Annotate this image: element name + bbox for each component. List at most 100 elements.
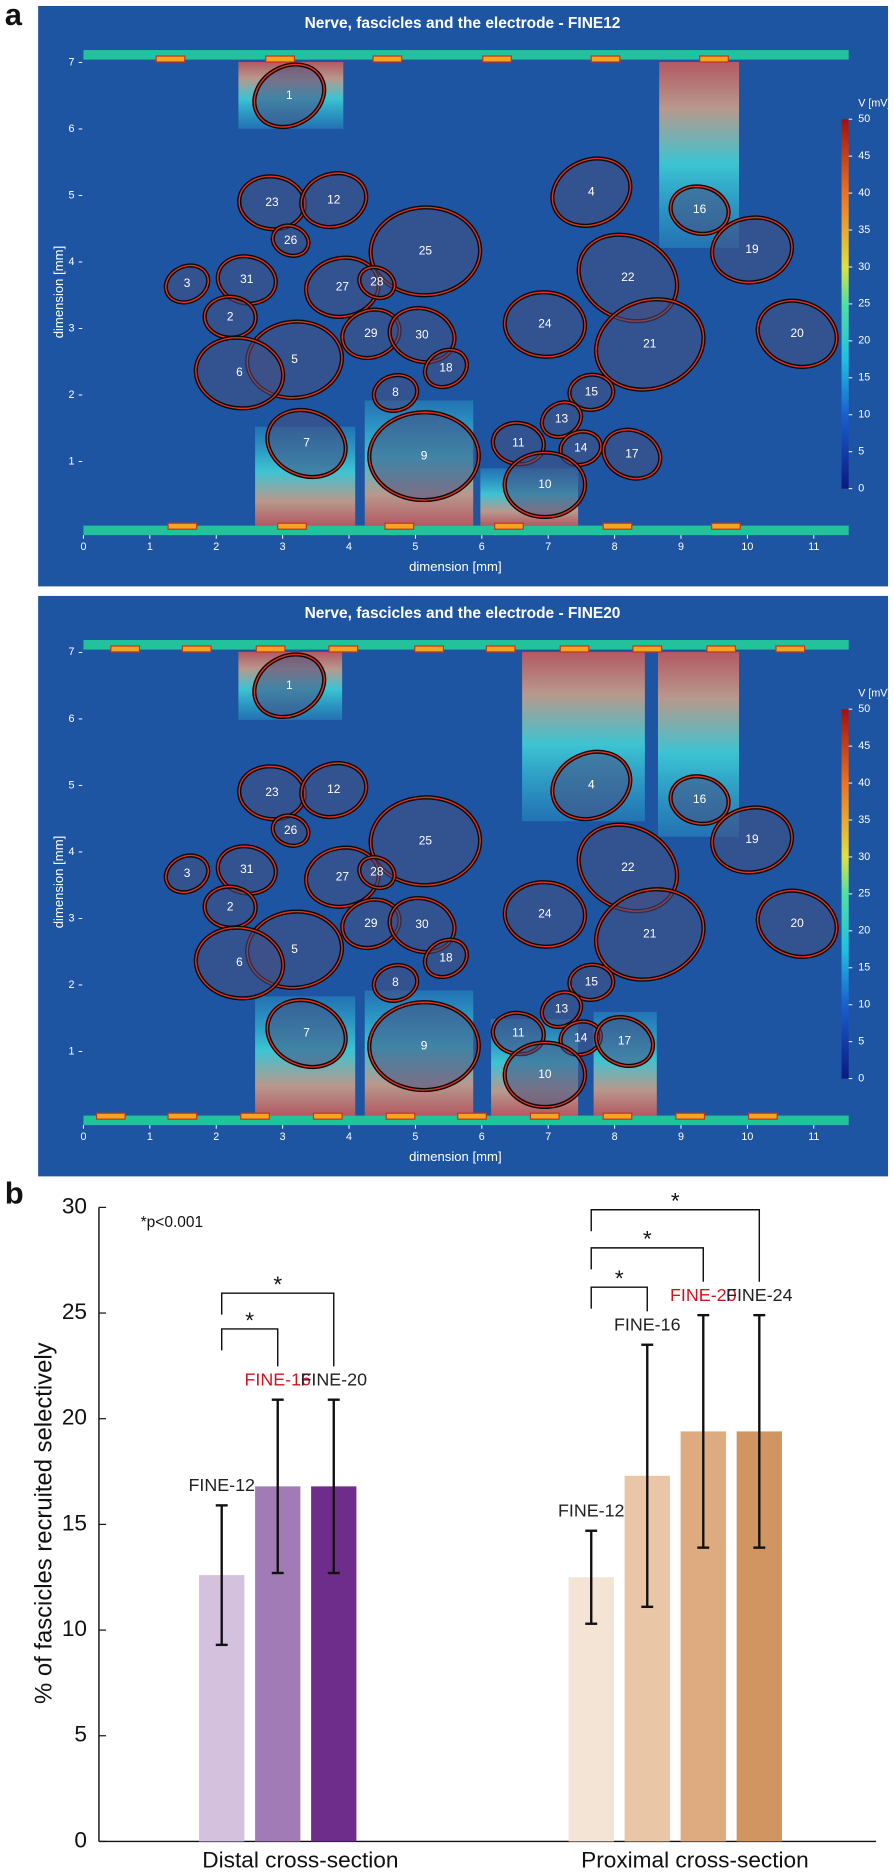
y-tick-label: 5: [69, 189, 75, 201]
colorbar-tick-label: 0: [858, 482, 864, 494]
x-tick-label: 9: [678, 1131, 684, 1143]
fascicle-label: 27: [336, 279, 350, 293]
colorbar-tick-label: 35: [858, 224, 870, 236]
fascicle-label: 28: [370, 865, 384, 879]
y-tick-label: 1: [69, 455, 75, 467]
y-tick-label: 6: [69, 123, 75, 135]
contact: [95, 1112, 126, 1120]
fascicle-outline: [424, 938, 468, 978]
fascicle-outline: [266, 999, 347, 1068]
y-tick-label: 3: [69, 912, 75, 924]
colorbar-tick-label: 30: [858, 261, 870, 273]
x-tick-label: 3: [280, 1131, 286, 1143]
x-tick-label: 7: [545, 1131, 551, 1143]
fascicle-outline: [369, 206, 481, 296]
fascicle-outline: [373, 964, 418, 1002]
fascicle-label: 10: [538, 1067, 552, 1081]
fascicle-label: 12: [327, 782, 341, 796]
chart-title: Nerve, fascicles and the electrode - FIN…: [305, 15, 621, 32]
y-axis-label: dimension [mm]: [51, 246, 66, 339]
fascicle-outline: [272, 814, 310, 847]
colorbar: [841, 709, 849, 1079]
x-tick-label: 3: [280, 541, 286, 553]
fascicle-outline: [503, 451, 586, 518]
y-tick-label: 10: [62, 1616, 87, 1641]
electrode-strip: [83, 50, 849, 60]
fascicle-outline: [568, 374, 614, 411]
contact: [414, 645, 445, 653]
y-tick-label: 3: [69, 322, 75, 334]
fascicle-outline: [253, 63, 325, 128]
fascicle-label: 6: [236, 365, 243, 379]
contact: [181, 645, 212, 653]
fascicle-label: 5: [291, 942, 298, 956]
fascicle-label: 27: [336, 869, 350, 883]
fascicle-outline: [300, 762, 367, 818]
fascicle-label: 10: [538, 477, 552, 491]
y-tick-label: 0: [74, 1827, 87, 1852]
fascicle-label: 8: [392, 975, 399, 989]
bar-label: FINE-24: [726, 1285, 793, 1305]
panel-label: a: [5, 0, 23, 32]
fascicle-label: 28: [370, 275, 384, 289]
fascicle-outline: [669, 775, 730, 825]
electrode-strip: [83, 640, 849, 650]
fascicle-label: 15: [585, 384, 599, 398]
fascicle-label: 16: [693, 792, 707, 806]
fascicle-label: 20: [791, 916, 805, 930]
fascicle-label: 21: [643, 337, 657, 351]
contact: [110, 645, 141, 653]
colorbar-tick-label: 10: [858, 999, 870, 1011]
x-axis-label: dimension [mm]: [409, 559, 502, 574]
fascicle-label: 25: [419, 833, 433, 847]
contact: [602, 1112, 633, 1120]
x-tick-label: 4: [346, 541, 352, 553]
colorbar-tick-label: 40: [858, 777, 870, 789]
y-tick-label: 15: [62, 1510, 87, 1535]
contact: [265, 55, 296, 63]
x-axis-label: dimension [mm]: [409, 1149, 502, 1164]
fascicle-label: 17: [618, 1034, 632, 1048]
bar-label: FINE-20: [301, 1369, 368, 1389]
fascicle-outline: [358, 856, 396, 889]
colorbar-tick-label: 50: [858, 703, 870, 715]
y-tick-label: 2: [69, 389, 75, 401]
fascicle-label: 30: [415, 327, 429, 341]
y-tick-label: 5: [69, 779, 75, 791]
colorbar-tick-label: 25: [858, 298, 870, 310]
category-label: Distal cross-section: [202, 1848, 398, 1873]
colorbar-label: V [mV]: [858, 98, 890, 110]
fascicle-label: 11: [512, 436, 525, 450]
fascicle-label: 17: [625, 446, 639, 460]
y-tick-label: 6: [69, 713, 75, 725]
fascicle-label: 23: [265, 195, 279, 209]
contact: [384, 522, 415, 530]
fascicle-label: 26: [284, 233, 298, 247]
significance-label: *: [615, 1266, 624, 1291]
contact: [602, 522, 633, 530]
fascicle-outline: [165, 264, 209, 304]
significance-bracket: [590, 1286, 648, 1312]
significance-label: *: [671, 1189, 680, 1214]
fascicle-label: 18: [439, 950, 453, 964]
fascicle-outline: [195, 337, 284, 410]
contact: [632, 645, 663, 653]
fascicle-outline: [711, 216, 793, 284]
fascicle-label: 4: [588, 184, 595, 198]
fascicle-label: 31: [240, 862, 254, 876]
contact: [675, 1112, 706, 1120]
fascicle-label: 24: [538, 317, 552, 331]
fascicle-outline: [756, 890, 838, 958]
fascicle-label: 13: [555, 1002, 569, 1016]
contact: [167, 1112, 198, 1120]
fascicle-label: 31: [240, 272, 254, 286]
colorbar-tick-label: 15: [858, 372, 870, 384]
y-tick-label: 20: [62, 1405, 87, 1430]
x-tick-label: 6: [479, 541, 485, 553]
fascicle-label: 2: [227, 309, 234, 323]
contact: [529, 1112, 560, 1120]
y-tick-label: 30: [62, 1193, 87, 1218]
y-axis-label: dimension [mm]: [51, 836, 66, 929]
x-tick-label: 6: [479, 1131, 485, 1143]
